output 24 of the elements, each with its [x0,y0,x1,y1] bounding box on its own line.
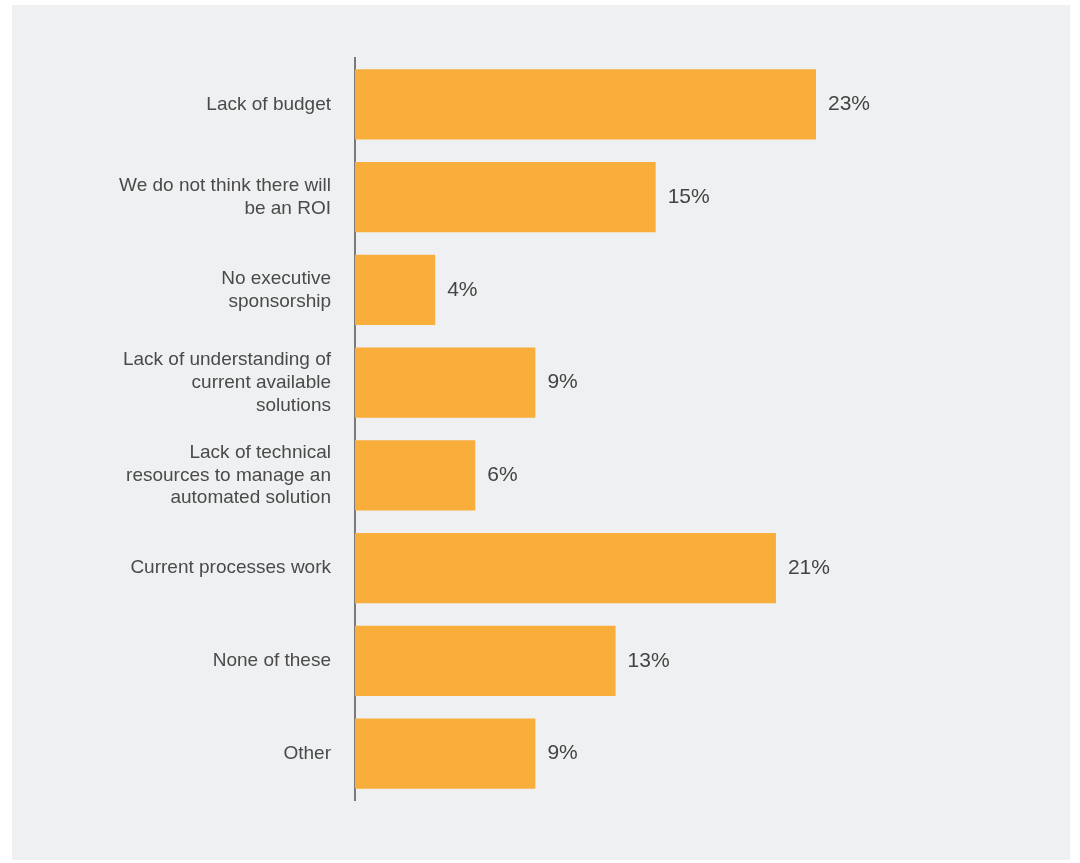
data-label: 9% [547,740,578,764]
y-tick-label: Other [283,741,332,763]
data-label: 23% [828,91,871,115]
y-tick-label: We do not think there will be an ROI [119,173,331,218]
y-tick-label: Lack of understanding of current available solutions [122,348,332,415]
y-tick-label: No executive sponsorship [221,266,331,311]
bar [355,440,476,511]
bar [355,625,616,697]
data-label: 13% [627,647,670,671]
y-tick-label: Lack of technical resources to manage an automated solution [126,440,331,508]
data-label: 15% [667,183,710,207]
y-tick-label: None of these [212,649,331,671]
data-label: 6% [487,462,518,486]
data-label: 21% [787,554,830,578]
bar [355,254,436,326]
data-label: 9% [547,369,578,393]
y-tick-label: Lack of budget [206,92,332,114]
bar [355,69,816,140]
bar [355,347,536,418]
y-tick-label: Current processes work [130,556,332,578]
bar [355,718,536,789]
data-label: 4% [447,276,478,300]
bar [355,532,776,604]
bar [355,161,656,233]
